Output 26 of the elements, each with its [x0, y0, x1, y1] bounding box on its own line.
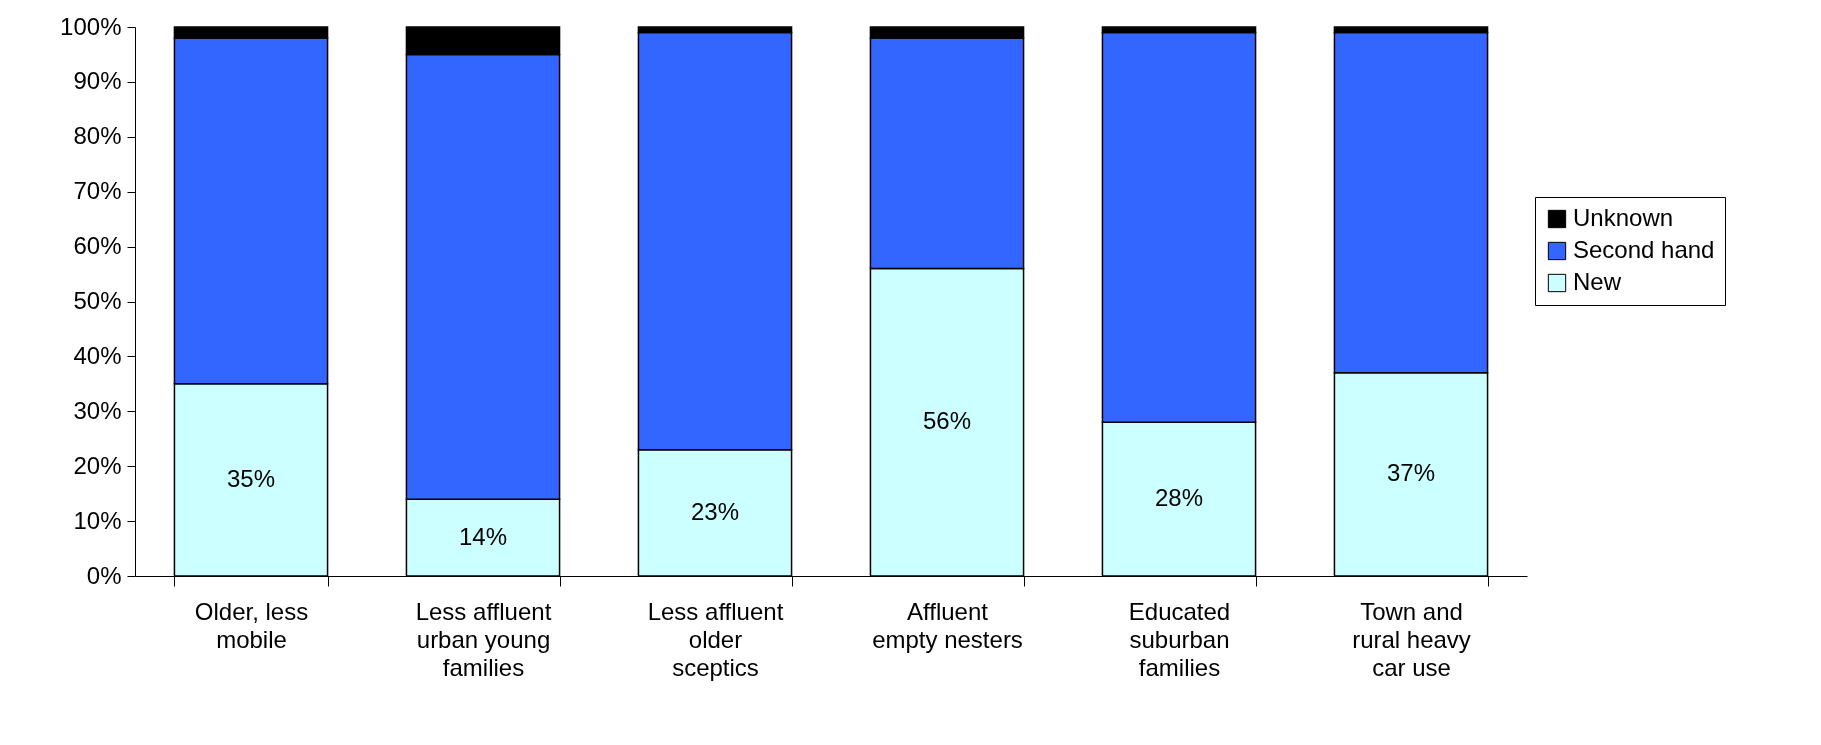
y-tick-label: 80%: [73, 122, 122, 150]
legend-label: Unknown: [1573, 204, 1674, 231]
data-label: 14%: [458, 522, 508, 550]
x-tick-label: Town and rural heavy car use: [1352, 597, 1471, 681]
x-tick-label: Older, less mobile: [194, 597, 309, 653]
data-label: 56%: [922, 407, 972, 435]
y-tick-label: 10%: [73, 506, 122, 534]
data-label: 35%: [226, 464, 276, 492]
y-tick-label: 50%: [73, 287, 122, 314]
y-tick-label: 30%: [73, 396, 122, 424]
data-label: 37%: [1386, 459, 1436, 487]
y-tick-label: 20%: [73, 451, 122, 479]
y-tick-label: 40%: [73, 341, 122, 369]
x-tick-label: Affluent empty nesters: [872, 597, 1023, 653]
y-tick-label: 70%: [73, 177, 122, 205]
y-tick-label: 60%: [73, 232, 122, 260]
legend-label: Second hand: [1573, 236, 1715, 263]
data-label: 28%: [1154, 484, 1204, 512]
x-tick-label: Less affluent urban young families: [415, 597, 552, 681]
y-tick-label: 90%: [73, 67, 122, 95]
y-tick-label: 100%: [60, 12, 122, 40]
data-label: 23%: [690, 497, 740, 525]
x-tick-label: Less affluent older sceptics: [647, 597, 784, 681]
legend-label: New: [1573, 268, 1622, 295]
y-tick-label: 0%: [86, 561, 122, 589]
x-tick-label: Educated suburban families: [1128, 597, 1231, 681]
